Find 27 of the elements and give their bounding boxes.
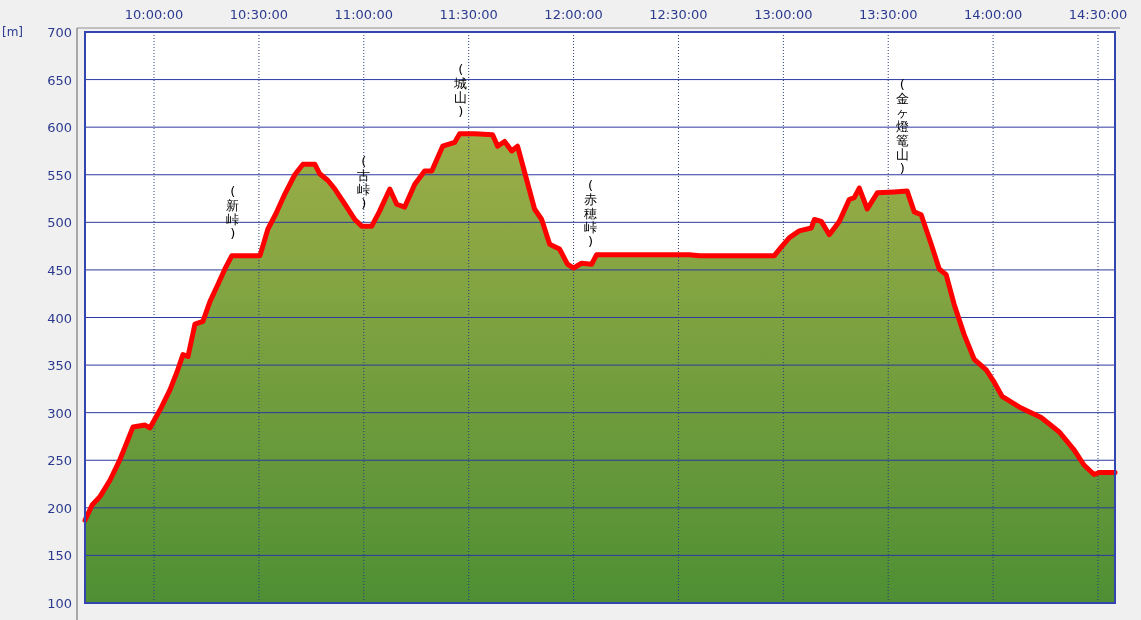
y-tick-label: 550 (47, 167, 72, 183)
x-tick-label: 13:00:00 (754, 7, 813, 22)
x-tick-label: 11:30:00 (439, 7, 498, 22)
y-tick-label: 300 (47, 405, 72, 421)
y-axis-title: [m] (2, 25, 24, 39)
y-tick-label: 600 (47, 120, 72, 136)
annotation: (城山) (453, 61, 468, 119)
x-tick-label: 13:30:00 (859, 7, 918, 22)
y-tick-label: 200 (47, 500, 72, 516)
y-tick-label: 450 (47, 262, 72, 278)
y-tick-label: 350 (47, 358, 72, 374)
y-tick-label: 150 (47, 548, 72, 564)
annotation: (金ヶ燈篭山) (895, 76, 909, 176)
y-tick-label: 500 (47, 215, 72, 231)
y-tick-label: 250 (47, 453, 72, 469)
y-tick-label: 400 (47, 310, 72, 326)
x-tick-label: 14:00:00 (963, 7, 1023, 22)
y-tick-label: 650 (47, 72, 72, 88)
x-tick-label: 12:30:00 (649, 7, 708, 22)
x-tick-label: 10:00:00 (124, 7, 184, 22)
annotation: (赤穂峠) (584, 178, 598, 250)
y-tick-label: 700 (47, 25, 72, 40)
x-tick-label: 11:00:00 (334, 7, 393, 22)
y-tick-label: 100 (47, 596, 72, 611)
x-tick-label: 10:30:00 (229, 7, 289, 22)
x-tick-label: 12:00:00 (544, 7, 603, 22)
x-tick-label: 14:30:00 (1068, 7, 1128, 22)
